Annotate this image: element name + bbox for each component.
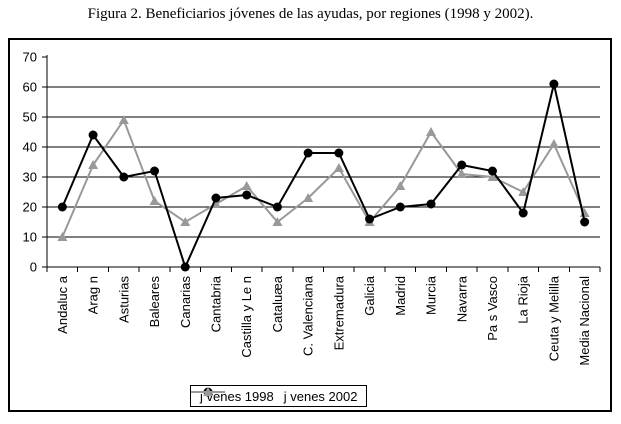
svg-text:0: 0 [30,260,37,275]
data-point-triangle [118,115,129,124]
data-point-triangle [456,169,467,178]
data-point-circle [88,130,98,140]
data-point-circle [303,148,313,158]
data-point-circle [242,190,252,200]
x-axis-label: Cantabria [208,275,223,332]
legend-marker-triangle-icon [191,387,225,396]
axes [42,55,601,272]
data-point-triangle [272,217,283,226]
data-point-triangle [57,232,68,241]
x-axis-label: Pa s Vasco [485,276,500,341]
x-axis-labels: Andaluc a Arag n Asturias Baleares Canarias C… [55,275,592,365]
data-point-circle [57,202,67,212]
x-axis-label: Asturias [116,276,131,323]
x-axis-label: Canarias [178,276,193,329]
data-point-circle [180,262,190,272]
x-axis-label: Andaluc a [55,275,70,334]
legend-item-2002: j venes 2002 [191,387,358,404]
data-point-circle [150,166,160,176]
data-point-circle [211,193,221,203]
x-axis-label: Castilla y Le n [239,276,254,358]
data-point-triangle [395,181,406,190]
x-axis-label: Madrid [393,276,408,316]
data-point-circle [426,199,436,209]
y-axis-labels: 0 10 20 30 40 50 60 70 [23,50,37,275]
x-axis-label: La Rioja [516,275,531,323]
data-point-circle [272,202,282,212]
svg-text:70: 70 [23,50,37,65]
x-axis-label: Cataluæa [270,275,285,332]
data-point-triangle [518,187,529,196]
figure-title: Figura 2. Beneficiarios jóvenes de las a… [87,6,534,22]
x-axis-label: Galicia [362,275,377,316]
data-point-circle [365,214,375,224]
data-point-circle [119,172,129,182]
x-axis-label: C. Valenciana [301,275,316,356]
data-point-triangle [548,139,559,148]
data-point-triangle [303,193,314,202]
svg-text:40: 40 [23,140,37,155]
legend-label-2002: j venes 2002 [283,388,358,404]
data-point-circle [334,148,344,158]
x-axis-label: Media Nacional [577,276,592,366]
data-point-circle [580,217,590,227]
svg-text:20: 20 [23,200,37,215]
chart-canvas: 0 10 20 30 40 50 60 70 Andaluc a Arag n Asturias Ba… [23,50,601,366]
x-axis-label: Ceuta y Melilla [546,275,561,361]
data-point-circle [395,202,405,212]
svg-text:60: 60 [23,80,37,95]
series-j-venes-2002 [57,115,590,241]
svg-text:10: 10 [23,230,37,245]
data-point-circle [518,208,528,218]
data-point-triangle [180,217,191,226]
data-point-triangle [88,160,99,169]
data-point-triangle [149,196,160,205]
series-j-venes-1998 [57,79,590,272]
svg-text:30: 30 [23,170,37,185]
x-axis-label: Baleares [147,276,162,328]
data-point-triangle [426,127,437,136]
data-point-triangle [241,181,252,190]
data-point-triangle [333,163,344,172]
data-point-circle [487,166,497,176]
data-point-circle [549,79,559,89]
svg-text:50: 50 [23,110,37,125]
chart-area: 0 10 20 30 40 50 60 70 Andaluc a Arag n Asturias Ba… [8,38,612,412]
x-axis-label: Murcia [424,275,439,315]
legend: j venes 1998 j venes 2002 [190,385,368,407]
x-axis-label: Arag n [86,276,101,314]
x-axis-label: Extremadura [331,275,346,350]
x-axis-label: Navarra [454,275,469,322]
data-point-triangle [487,172,498,181]
data-point-circle [457,160,467,170]
gridlines [47,86,600,238]
